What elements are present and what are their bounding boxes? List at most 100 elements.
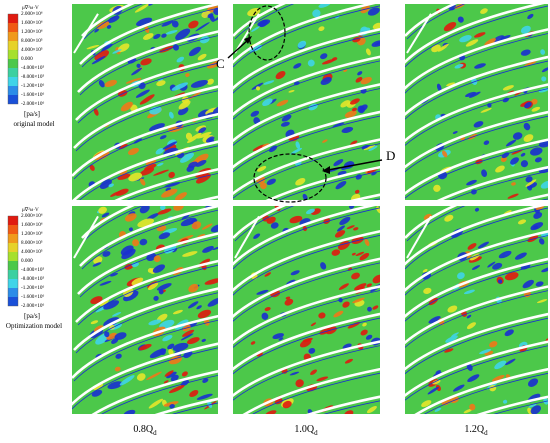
flow-blob <box>149 123 165 132</box>
inlet-blade <box>234 215 260 259</box>
flow-blob <box>511 182 516 186</box>
flow-blob <box>527 235 539 243</box>
blade <box>77 30 218 93</box>
blade <box>233 285 380 345</box>
flow-blob <box>92 262 102 267</box>
flow-blob <box>353 227 359 231</box>
flow-blob <box>530 405 541 414</box>
flow-blob <box>285 296 291 300</box>
flow-blob <box>128 227 133 232</box>
flow-blob <box>468 256 482 263</box>
flow-blob <box>114 332 127 340</box>
blade <box>405 312 548 371</box>
flow-blob <box>355 76 363 83</box>
flow-blob <box>94 28 100 33</box>
colorbar-segment <box>8 261 18 270</box>
flow-blob <box>320 262 327 270</box>
flow-blob <box>181 371 188 377</box>
blade <box>81 4 135 37</box>
flow-blob <box>165 30 178 35</box>
flow-blob <box>188 301 199 309</box>
colorbar-segment <box>8 59 18 68</box>
flow-blob <box>107 381 123 390</box>
flow-blob <box>180 333 194 341</box>
flow-blob <box>445 335 458 343</box>
blade <box>405 285 548 345</box>
colorbar-segment <box>8 50 18 59</box>
flow-blob <box>533 225 539 230</box>
colorbar-label: 8.000×10⁵ <box>21 38 43 44</box>
flow-blob <box>363 144 376 151</box>
flow-blob <box>205 136 215 143</box>
flow-blob <box>422 268 428 273</box>
flow-blob <box>134 4 150 13</box>
flow-blob <box>343 69 348 72</box>
subscript: d <box>484 429 488 437</box>
blade-edge <box>405 60 548 120</box>
flow-blob <box>316 376 329 382</box>
flow-blob <box>514 252 527 260</box>
flow-blob <box>139 94 155 105</box>
flow-blob <box>338 283 349 290</box>
flow-blob <box>196 131 212 139</box>
blade <box>414 367 548 414</box>
blade <box>73 287 218 351</box>
flow-blob <box>340 100 351 108</box>
flow-blob <box>251 82 264 90</box>
colorbar-label: 2.000×10⁶ <box>21 213 43 219</box>
flow-blob <box>110 272 119 277</box>
flow-blob <box>491 375 505 382</box>
blade-edge <box>233 5 380 68</box>
blade-edge <box>234 206 295 242</box>
blade <box>79 4 218 65</box>
flow-blob <box>293 81 300 86</box>
flow-blob <box>351 107 357 112</box>
flow-blob <box>159 135 167 140</box>
flow-blob <box>188 283 199 293</box>
flow-blob <box>175 192 187 200</box>
flow-blob <box>322 139 328 143</box>
flow-blob <box>136 17 153 27</box>
flow-blob <box>504 329 514 337</box>
colorbar-segment <box>8 225 18 234</box>
flow-blob <box>344 410 354 414</box>
flow-blob <box>350 140 358 146</box>
blade-edge <box>423 372 548 414</box>
colorbar-label: 1.600×10⁶ <box>21 20 43 26</box>
flow-blob <box>493 35 505 43</box>
flow-blob <box>167 343 175 350</box>
flow-blob <box>172 309 183 315</box>
flow-blob <box>197 53 207 61</box>
blade <box>405 206 545 266</box>
flow-blob <box>160 206 166 211</box>
flow-blob <box>531 98 538 105</box>
flow-blob <box>135 89 150 98</box>
blade-edge <box>233 262 380 322</box>
subscript: d <box>153 429 157 437</box>
blade-edge <box>233 207 380 270</box>
flow-blob <box>146 212 160 221</box>
flow-blob <box>520 49 531 56</box>
flow-blob <box>318 4 331 8</box>
blade-edge <box>72 347 218 410</box>
flow-blob <box>465 91 476 97</box>
flow-blob <box>437 43 449 52</box>
flow-blob <box>367 7 380 16</box>
colorbar-segment <box>8 14 18 23</box>
flow-blob <box>427 386 439 395</box>
colorbar-label: 4.000×10⁵ <box>21 47 43 53</box>
flow-blob <box>436 83 442 92</box>
flow-blob <box>136 63 141 68</box>
flow-blob <box>173 206 184 211</box>
blade-edge <box>233 60 380 120</box>
flow-blob <box>161 33 167 38</box>
blade <box>350 193 380 200</box>
blade <box>233 312 380 371</box>
flow-blob <box>117 173 131 180</box>
flow-blob <box>290 270 300 276</box>
flow-blob <box>367 306 372 312</box>
flow-blob <box>459 35 472 43</box>
colorbar-segment <box>8 77 18 86</box>
contour-panel <box>405 206 548 414</box>
blade-edge <box>233 32 380 94</box>
